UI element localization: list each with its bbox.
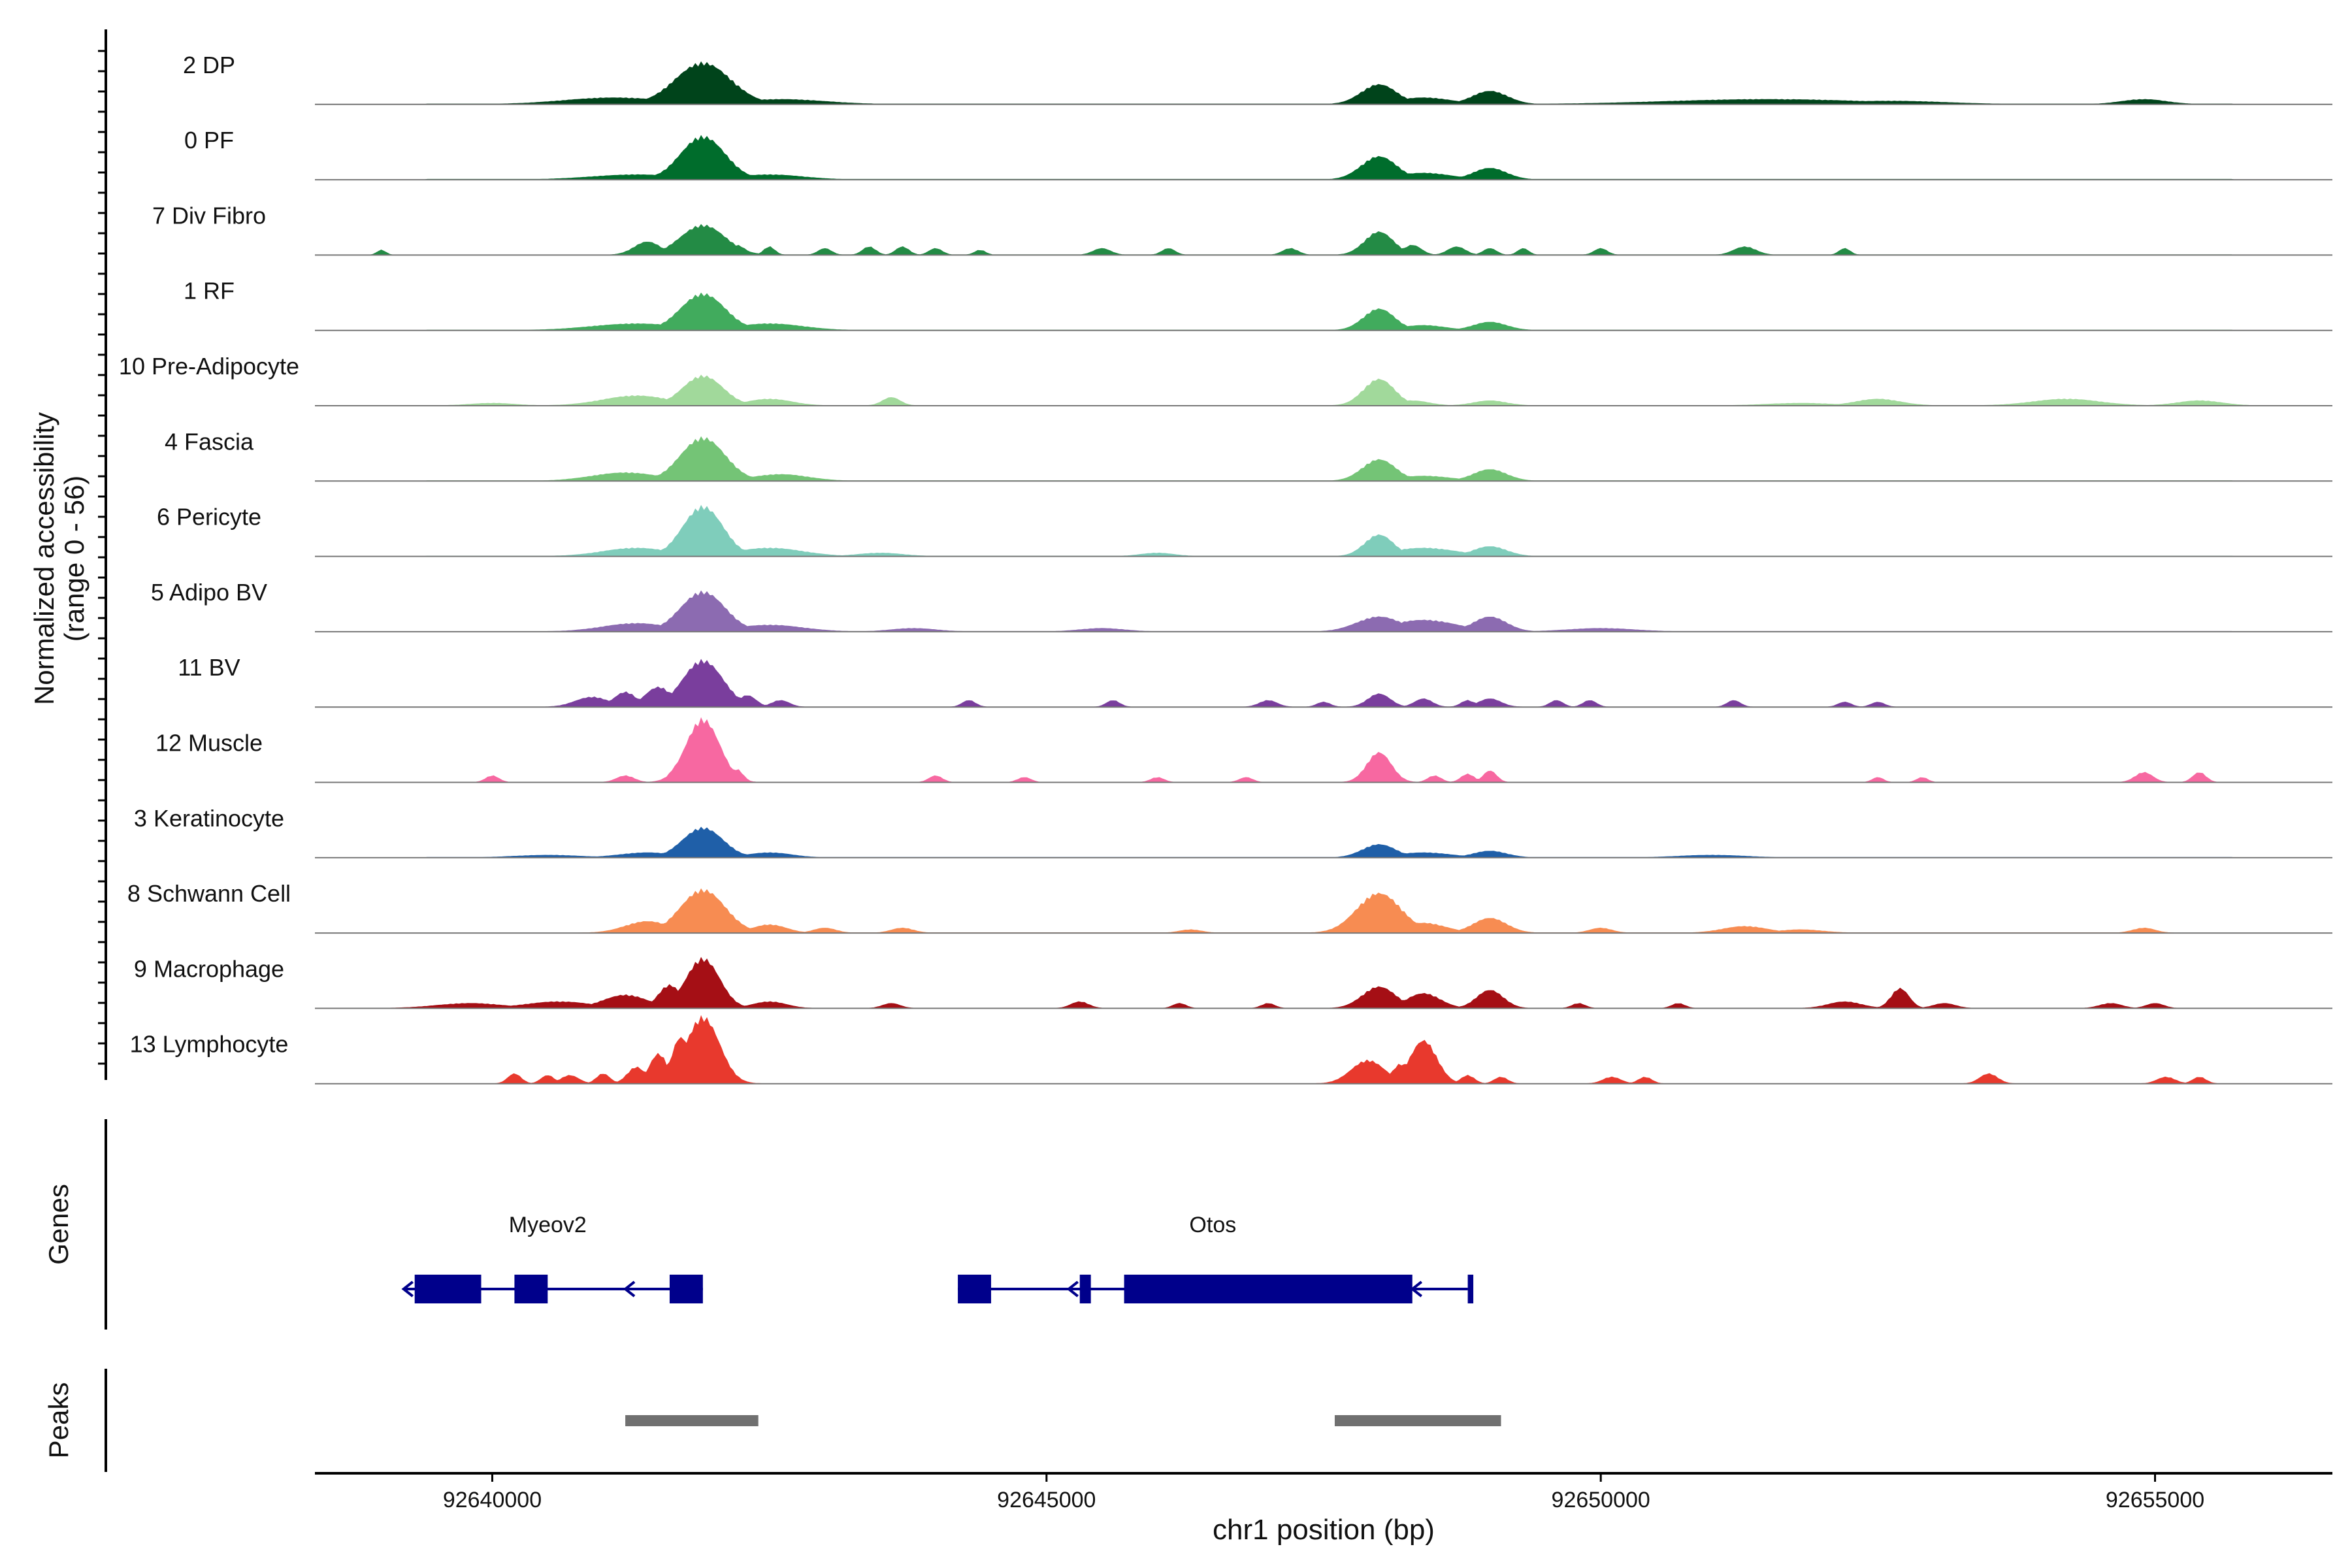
track-coverage-area [315,292,2332,331]
track-5: 10 Pre-Adipocyte [119,353,2332,406]
gene-exon [1467,1275,1474,1303]
track-3: 7 Div Fibro [152,202,2332,256]
peak-regions [625,1415,1501,1426]
gene-label: Myeov2 [509,1213,587,1237]
track-6: 4 Fascia [165,428,2332,482]
track-coverage-area [315,826,2332,858]
y-axis-title-line1: Normalized accessibility [29,412,59,705]
peak-region-bar [625,1415,759,1426]
track-1: 2 DP [183,52,2332,105]
track-11: 3 Keratinocyte [134,805,2332,858]
track-label: 11 BV [178,654,240,681]
track-label: 1 RF [184,278,235,304]
track-coverage-area [315,223,2332,255]
track-coverage-area [315,61,2332,105]
peaks-axis-label: Peaks [43,1382,74,1459]
track-coverage-area [315,1015,2332,1085]
track-label: 2 DP [183,52,235,78]
gene-exon [1124,1275,1413,1303]
gene-exon [514,1275,548,1303]
track-4: 1 RF [184,278,2332,331]
x-tick-label: 92650000 [1552,1488,1650,1512]
track-7: 6 Pericyte [157,504,2332,557]
track-label: 12 Muscle [155,730,263,757]
strand-arrow [1066,1281,1079,1298]
x-axis-ticks: 92640000 92645000 92650000 92655000 [443,1473,2204,1512]
track-coverage-area [315,590,2332,632]
gene-label: Otos [1189,1213,1236,1237]
gene-myeov2: Myeov2 [401,1213,703,1303]
track-14: 13 Lymphocyte [130,1015,2332,1085]
coverage-y-axis-ticks [98,50,106,1065]
strand-arrow [401,1281,414,1298]
gene-exon [958,1275,991,1303]
track-label: 9 Macrophage [134,955,284,982]
track-coverage-area [315,956,2332,1009]
track-10: 12 Muscle [155,717,2332,783]
track-12: 8 Schwann Cell [127,880,2332,934]
track-coverage-area [315,436,2332,482]
gene-exon [669,1275,703,1303]
strand-arrow [623,1281,636,1298]
track-label: 10 Pre-Adipocyte [119,353,299,380]
track-label: 4 Fascia [165,428,254,455]
track-2: 0 PF [184,127,2332,181]
gene-exon [1079,1275,1091,1303]
track-label: 3 Keratinocyte [134,805,284,832]
track-label: 8 Schwann Cell [127,880,291,907]
track-9: 11 BV [178,654,2332,708]
track-label: 7 Div Fibro [152,202,266,229]
gene-exon [414,1275,482,1303]
track-label: 0 PF [184,127,234,154]
coverage-tracks: 2 DP 0 PF 7 Div Fibro 1 RF 10 Pre-Adipocyte 4… [119,52,2332,1085]
track-coverage-area [315,888,2332,934]
track-label: 13 Lymphocyte [130,1031,289,1058]
track-coverage-area [315,135,2332,180]
y-axis-title-line2: (range 0 - 56) [59,476,90,642]
peak-region-bar [1334,1415,1501,1426]
gene-annotations: Myeov2 Otos [401,1213,1474,1303]
track-coverage-area [315,659,2332,708]
track-coverage-area [315,374,2332,406]
track-13: 9 Macrophage [134,955,2332,1009]
strand-arrow [1410,1281,1422,1298]
x-tick-label: 92640000 [443,1488,542,1512]
gene-otos: Otos [958,1213,1474,1303]
track-label: 5 Adipo BV [151,579,267,606]
x-tick-label: 92645000 [997,1488,1096,1512]
x-axis-title: chr1 position (bp) [1213,1514,1435,1546]
genes-axis-label: Genes [43,1184,74,1265]
track-label: 6 Pericyte [157,504,261,531]
track-8: 5 Adipo BV [151,579,2332,632]
track-coverage-area [315,504,2332,557]
track-coverage-area [315,717,2332,783]
x-tick-label: 92655000 [2106,1488,2204,1512]
